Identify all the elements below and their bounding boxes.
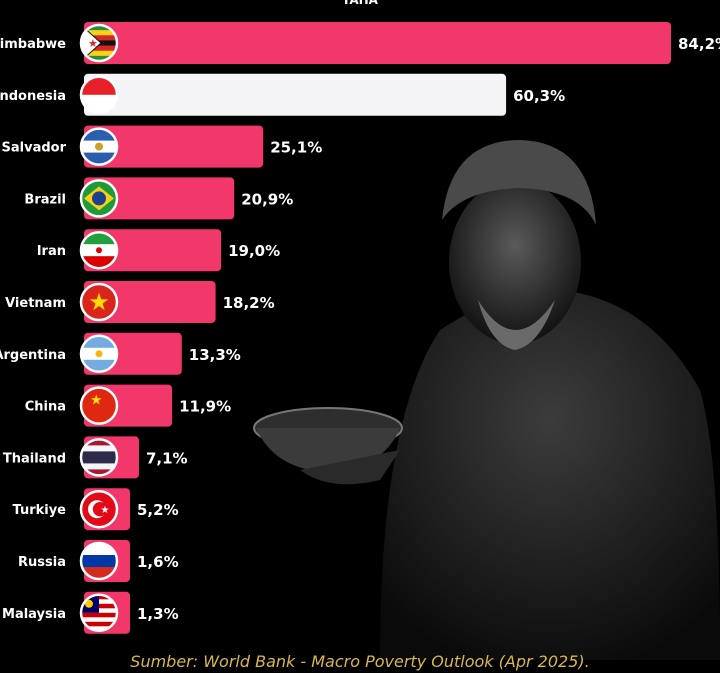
argentina-flag-icon (79, 334, 119, 374)
el-salvador-flag-icon (79, 127, 119, 166)
category-label-argentina: Argentina (0, 348, 66, 363)
beggar-photo-illustration (253, 140, 720, 660)
bar-zimbabwe (84, 22, 671, 64)
category-label-russia: Russia (18, 555, 66, 570)
iran-flag-icon (79, 230, 119, 270)
bar-vietnam (84, 281, 216, 323)
value-label-vietnam: 18,2% (223, 294, 275, 312)
bar-brazil (84, 177, 235, 220)
source-note: Sumber: World Bank - Macro Poverty Outlo… (130, 652, 590, 671)
bar-iran (84, 229, 222, 272)
china-flag-icon: ★ (79, 386, 119, 425)
category-label-zimbabwe: Zimbabwe (0, 37, 66, 52)
value-label-iran: 19,0% (228, 242, 280, 260)
svg-text:★: ★ (101, 505, 110, 516)
value-label-indonesia: 60,3% (513, 87, 565, 105)
category-label-brazil: Brazil (24, 192, 66, 207)
value-label-russia: 1,6% (137, 553, 179, 571)
brazil-flag-icon (79, 179, 119, 218)
value-label-thailand: 7,1% (146, 449, 188, 467)
svg-text:★: ★ (88, 37, 98, 50)
thailand-flag-icon (79, 438, 119, 477)
value-label-china: 11,9% (179, 398, 231, 416)
value-label-zimbabwe: 84,2% (678, 35, 720, 53)
value-label-turkiye: 5,2% (137, 501, 179, 519)
zimbabwe-flag-icon: ★ (79, 23, 119, 63)
category-label-thailand: Thailand (3, 451, 66, 466)
svg-text:★: ★ (88, 288, 110, 316)
vietnam-flag-icon: ★ (79, 282, 119, 322)
category-label-vietnam: Vietnam (5, 296, 66, 311)
category-label-china: China (25, 400, 66, 415)
chart-title: TAHA (342, 0, 379, 7)
bar-el-salvador (84, 125, 264, 168)
bar-indonesia (84, 73, 507, 116)
svg-text:★: ★ (90, 393, 103, 409)
value-label-argentina: 13,3% (189, 346, 241, 364)
indonesia-flag-icon (79, 75, 119, 115)
category-label-el-salvador: El Salvador (0, 141, 67, 156)
russia-flag-icon (79, 541, 119, 581)
value-label-malaysia: 1,3% (137, 605, 179, 623)
value-label-brazil: 20,9% (241, 190, 293, 208)
category-label-iran: Iran (37, 244, 66, 259)
turkiye-flag-icon: ★ (79, 489, 119, 529)
value-label-el-salvador: 25,1% (270, 139, 322, 157)
malaysia-flag-icon (79, 593, 119, 633)
category-label-indonesia: Indonesia (0, 89, 66, 104)
category-label-turkiye: Turkiye (13, 503, 67, 518)
category-label-malaysia: Malaysia (2, 607, 66, 622)
